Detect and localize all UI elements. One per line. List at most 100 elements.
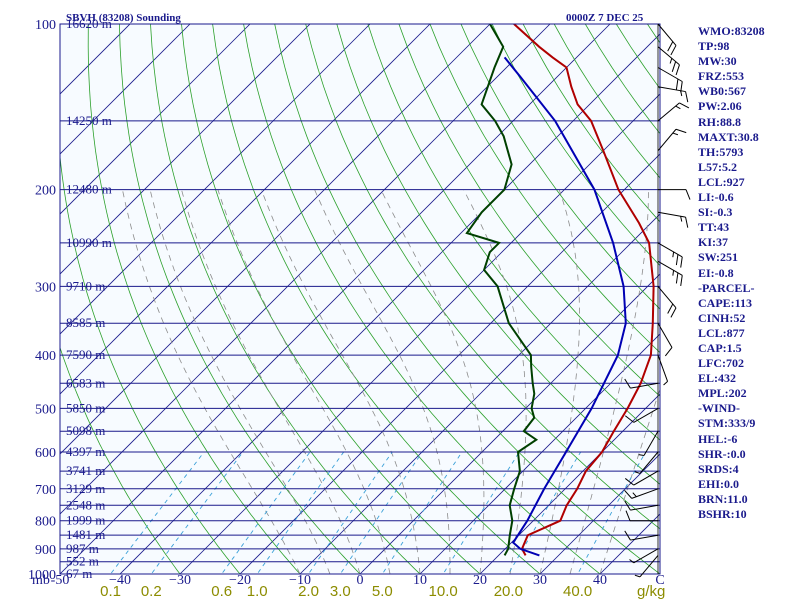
wind-barb-flag (675, 128, 687, 134)
wind-barb-shaft (633, 407, 659, 423)
mixing-ratio-tick-label: 20.0 (494, 583, 523, 600)
index-entry: LCL:927 (698, 174, 745, 189)
sounding-time: 0000Z 7 DEC 25 (566, 12, 644, 24)
wind-barb-flag (667, 41, 674, 52)
mixing-ratio-line (577, 451, 647, 574)
wind-barb-flag (680, 81, 683, 93)
height-label: 2548 m (66, 497, 105, 512)
index-entry: SI:-0.3 (698, 205, 733, 220)
height-label: 1481 m (66, 527, 105, 542)
wind-barb (624, 407, 659, 423)
index-entry: LCL:877 (698, 325, 745, 340)
wind-barb-half (663, 381, 668, 386)
wind-barb-half (672, 251, 675, 258)
wind-barb-shaft (657, 128, 677, 152)
index-entry: KI:37 (698, 235, 728, 250)
wind-barb-flag (675, 254, 679, 266)
isotherm-line (179, 93, 660, 574)
index-entry: SRDS:4 (698, 461, 739, 476)
height-label: 1999 m (66, 513, 105, 528)
index-entry: CINH:52 (698, 310, 746, 325)
dewpoint-line (465, 24, 539, 556)
mixing-ratio-line (256, 451, 345, 574)
temperature-line (513, 24, 655, 556)
height-label: 12480 m (66, 182, 112, 197)
mixing-ratio-tick-label: 1.0 (247, 583, 268, 600)
index-entry: STM:333/9 (698, 416, 756, 431)
wind-barb-shaft (657, 322, 673, 348)
index-entry: CAPE:113 (698, 295, 752, 310)
height-label: 14250 m (66, 113, 112, 128)
index-entry: TP:98 (698, 39, 730, 54)
pressure-tick-label: 200 (35, 184, 56, 199)
index-entry: WMO:83208 (698, 24, 765, 38)
wind-barb-half (672, 270, 675, 276)
wind-barb (657, 242, 683, 268)
index-entry: FRZ:553 (698, 69, 744, 84)
wind-barb-shaft (639, 451, 659, 474)
wind-barb-shaft (657, 211, 686, 218)
height-label: 16620 m (66, 16, 112, 31)
index-entry: -WIND- (698, 401, 740, 416)
isotherm-line (479, 393, 660, 574)
wind-barb-flag (624, 378, 631, 389)
temperature-tick-label: 30 (533, 573, 547, 588)
mixing-ratio-unit: g/kg (637, 583, 665, 600)
isotherm-line (359, 273, 660, 574)
isotherm-line (60, 24, 491, 455)
pressure-tick-label: 700 (35, 483, 56, 498)
wind-barb-half (669, 58, 673, 64)
wind-barb-flag (624, 490, 633, 499)
wind-barb-half (629, 559, 635, 564)
index-entry: TH:5793 (698, 144, 744, 159)
height-label: 3129 m (66, 481, 105, 496)
mixing-ratio-tick-label: 0.2 (141, 583, 162, 600)
mixing-ratio-tick-label: 10.0 (429, 583, 458, 600)
wind-barb-flag (624, 500, 631, 511)
pressure-tick-label: 800 (35, 515, 56, 530)
pressure-tick-label: 1000 (28, 568, 56, 583)
wind-barb-flag (670, 45, 677, 56)
height-label: 6583 m (66, 375, 105, 390)
wind-barb-shaft (657, 67, 683, 82)
wind-barb-shaft (630, 504, 659, 511)
wind-barb-shaft (657, 242, 683, 258)
height-label: 7590 m (66, 347, 105, 362)
height-label: 987 m (66, 541, 99, 556)
mixing-ratio-line (221, 451, 311, 574)
index-entry: L57:5.2 (698, 159, 737, 174)
mixing-ratio-line (442, 451, 520, 574)
mixing-ratio-tick-label: 0.1 (100, 583, 121, 600)
isotherm-line (60, 24, 311, 275)
index-entry: SHR-:0.0 (698, 446, 746, 461)
index-entry: TT:43 (698, 220, 730, 235)
wind-barb-half (638, 454, 645, 456)
wind-barb-shaft (657, 102, 680, 122)
wind-barb-flag (680, 275, 683, 287)
temperature-tick-label: −20 (229, 573, 251, 588)
pressure-tick-label: 100 (35, 18, 56, 33)
mixing-ratio-line (507, 451, 582, 574)
wind-barb (624, 488, 659, 499)
wind-barb (624, 378, 659, 389)
isotherm-line (539, 453, 660, 574)
mixing-ratio-line (109, 451, 205, 574)
isotherm-line (299, 213, 660, 574)
temperature-tick-label: 10 (413, 573, 427, 588)
isotherm-line (60, 24, 431, 395)
temperature-tick-label: 0 (357, 573, 364, 588)
temperature-tick-label: −10 (289, 573, 311, 588)
height-label: 10990 m (66, 235, 112, 250)
temperature-tick-label: -50 (51, 573, 70, 588)
wind-barb (629, 548, 659, 564)
wind-barb-half (634, 574, 641, 578)
wind-barb-flag (624, 478, 635, 486)
wind-barb-flag (671, 61, 677, 72)
height-label: 3741 m (66, 463, 105, 478)
isotherm-line (239, 153, 660, 574)
index-entry: BRN:11.0 (698, 491, 748, 506)
plot-frame (59, 23, 661, 575)
moist-adiabat-line (149, 189, 331, 574)
pressure-tick-label: 600 (35, 446, 56, 461)
